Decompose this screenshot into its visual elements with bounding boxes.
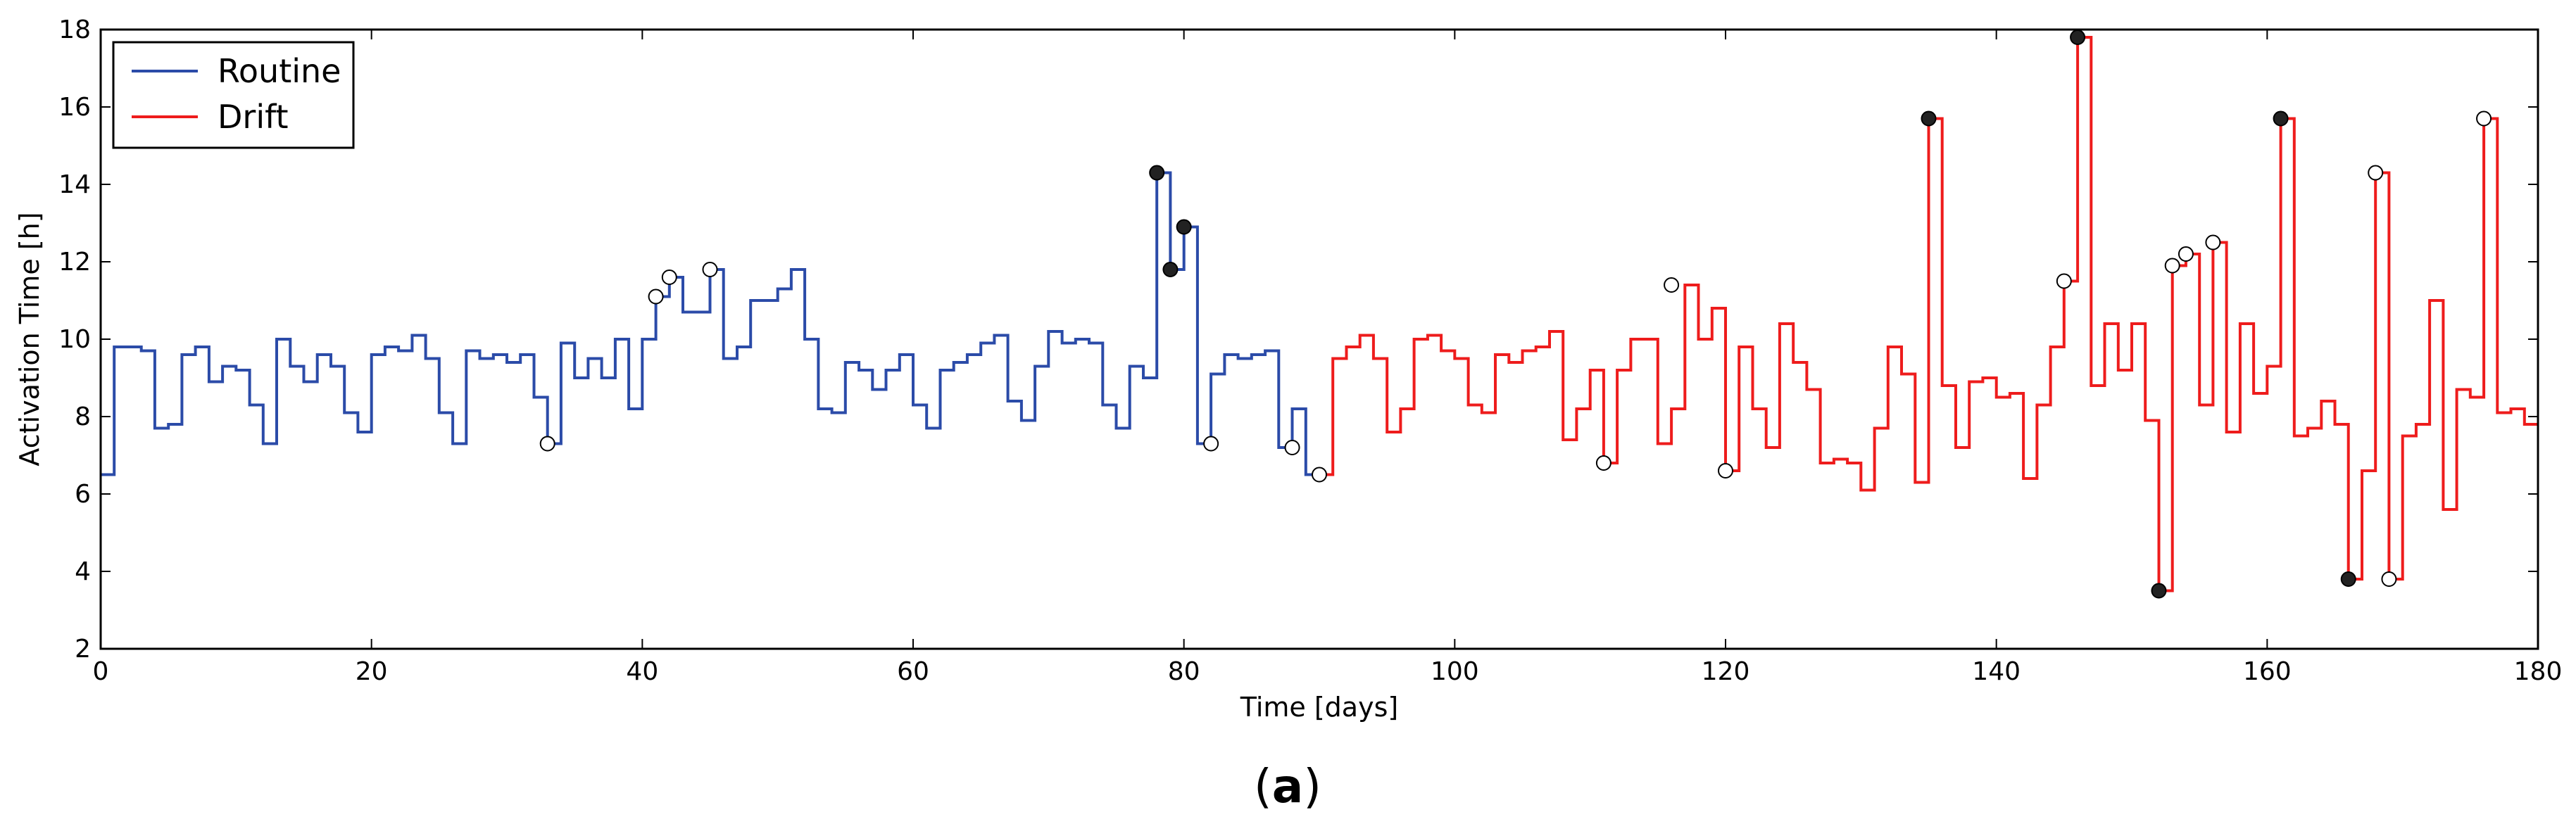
- y-tick-label: 12: [58, 248, 91, 277]
- filled-marker: [2340, 571, 2356, 587]
- hollow-marker: [1284, 440, 1300, 455]
- x-tick-label: 40: [626, 657, 658, 686]
- legend: Routine Drift: [112, 41, 355, 149]
- hollow-marker: [539, 436, 555, 452]
- filled-marker: [1149, 165, 1165, 181]
- filled-marker: [1176, 219, 1192, 235]
- hollow-marker: [2056, 273, 2072, 289]
- y-tick-label: 18: [58, 15, 91, 44]
- legend-drift-label: Drift: [218, 98, 289, 136]
- x-tick-label: 120: [1702, 657, 1750, 686]
- filled-marker: [2151, 583, 2167, 599]
- x-tick-label: 60: [897, 657, 929, 686]
- y-axis-label: Activation Time [h]: [14, 212, 45, 466]
- y-tick-label: 8: [75, 403, 91, 431]
- y-tick-label: 6: [75, 480, 91, 509]
- hollow-marker: [702, 262, 718, 277]
- hollow-marker: [1595, 455, 1611, 471]
- hollow-marker: [1203, 436, 1219, 452]
- hollow-marker: [1718, 463, 1733, 478]
- x-tick-label: 80: [1168, 657, 1200, 686]
- hollow-marker: [2368, 165, 2384, 181]
- y-tick-label: 16: [58, 93, 91, 122]
- hollow-marker: [2178, 246, 2194, 262]
- y-tick-label: 4: [75, 557, 91, 586]
- hollow-marker: [1664, 277, 1680, 293]
- y-tick-label: 10: [58, 325, 91, 354]
- x-tick-label: 160: [2243, 657, 2292, 686]
- x-tick-label: 180: [2514, 657, 2563, 686]
- filled-marker: [1921, 110, 1937, 127]
- caption-open: (: [1254, 759, 1272, 813]
- filled-marker: [2273, 110, 2289, 127]
- hollow-marker: [2205, 234, 2221, 251]
- tick-labels: 0 20 40 60 80 100 120 140 160 180 2 4 6 8 10 12 14 16 18: [58, 15, 2562, 686]
- hollow-marker: [2381, 571, 2397, 587]
- filled-marker: [1162, 262, 1179, 277]
- x-tick-label: 20: [356, 657, 388, 686]
- figure-caption: (a): [1254, 759, 1321, 813]
- hollow-marker: [648, 289, 664, 305]
- x-tick-label: 140: [1972, 657, 2021, 686]
- hollow-marker: [1312, 467, 1327, 483]
- plot-markers: [539, 30, 2492, 599]
- legend-box: [112, 41, 355, 149]
- hollow-marker: [661, 270, 677, 285]
- y-tick-label: 2: [75, 635, 91, 664]
- x-axis-label: Time [days]: [1240, 692, 1398, 723]
- hollow-marker: [2476, 110, 2492, 127]
- plot-frame: [99, 28, 2539, 650]
- filled-marker: [2070, 30, 2086, 45]
- x-tick-label: 100: [1431, 657, 1479, 686]
- legend-routine-label: Routine: [218, 52, 341, 90]
- caption-letter: a: [1272, 759, 1304, 813]
- hollow-marker: [2164, 258, 2180, 274]
- y-tick-label: 14: [58, 170, 91, 199]
- x-tick-label: 0: [93, 657, 109, 686]
- caption-close: ): [1303, 759, 1321, 813]
